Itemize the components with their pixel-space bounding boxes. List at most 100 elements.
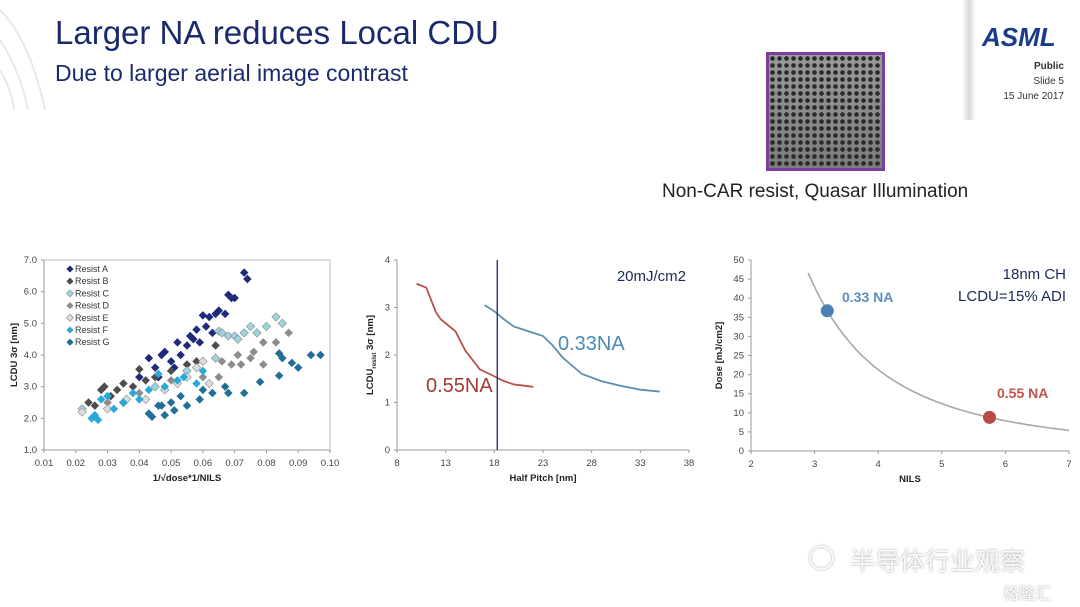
- y-tick-label: 5: [739, 427, 744, 438]
- scatter-point-resist-a: [176, 350, 185, 360]
- x-tick-label: 4: [876, 459, 881, 470]
- y-tick-label: 2: [385, 350, 390, 361]
- legend-marker: [66, 265, 74, 273]
- scatter-point-resist-e: [141, 394, 151, 405]
- scatter-point-resist-c: [277, 318, 288, 329]
- y-axis-label: LCDU 3σ [nm]: [9, 323, 20, 387]
- x-tick-label: 0.01: [35, 458, 54, 469]
- scatter-point-resist-d: [249, 347, 258, 357]
- scatter-point-resist-g: [293, 363, 303, 372]
- x-tick-label: 38: [684, 458, 695, 469]
- scatter-point-resist-g: [182, 401, 192, 410]
- y-tick-label: 4.0: [24, 350, 37, 361]
- scatter-point-resist-d: [246, 353, 255, 363]
- scatter-point-resist-a: [239, 268, 249, 277]
- scatter-point-resist-f: [96, 395, 106, 404]
- y-tick-label: 10: [733, 408, 744, 419]
- scatter-point-resist-g: [239, 388, 249, 398]
- scatter-point-resist-d: [271, 338, 281, 347]
- x-tick-label: 6: [1003, 459, 1008, 470]
- y-tick-label: 35: [733, 312, 744, 323]
- x-tick-label: 5: [939, 459, 944, 470]
- scatter-point-resist-b: [141, 376, 150, 385]
- scatter-point-resist-a: [230, 293, 239, 303]
- watermark-source: 格隆汇: [1003, 586, 1052, 603]
- marker-point: [820, 304, 834, 318]
- scatter-point-resist-g: [176, 391, 185, 401]
- scatter-point-resist-e: [191, 362, 202, 373]
- slide-subtitle: Due to larger aerial image contrast: [55, 60, 408, 86]
- y-tick-label: 40: [733, 293, 744, 304]
- scatter-point-resist-f: [103, 391, 112, 401]
- y-tick-label: 25: [733, 351, 744, 362]
- scatter-point-resist-e: [77, 407, 87, 417]
- scatter-point-resist-c: [223, 331, 233, 341]
- asml-logo: ASML: [982, 22, 1056, 52]
- x-tick-label: 0.10: [321, 458, 340, 469]
- y-tick-label: 7.0: [24, 255, 37, 266]
- scatter-point-resist-f: [128, 388, 138, 398]
- x-tick-label: 0.02: [67, 458, 86, 469]
- scatter-point-resist-d: [166, 376, 176, 385]
- scatter-point-resist-d: [284, 328, 293, 338]
- legend-label: Resist F: [75, 325, 109, 335]
- y-tick-label: 20: [733, 370, 744, 381]
- scatter-point-resist-a: [182, 341, 192, 350]
- y-tick-label: 1: [385, 398, 390, 409]
- x-tick-label: 33: [635, 458, 646, 469]
- scatter-point-resist-g: [157, 401, 166, 410]
- x-tick-label: 0.05: [162, 458, 181, 469]
- scatter-point-resist-d: [259, 338, 268, 347]
- y-label-main: LCDU: [365, 368, 376, 395]
- scatter-point-resist-c: [233, 334, 243, 344]
- scatter-point-resist-g: [170, 406, 179, 415]
- scatter-point-resist-g: [195, 395, 204, 404]
- scatter-point-resist-g: [287, 358, 297, 368]
- scatter-point-resist-f: [160, 382, 169, 391]
- scatter-point-resist-e: [102, 404, 113, 414]
- scatter-point-resist-c: [239, 328, 249, 338]
- y-axis-label: LCDUresist 3σ [nm]: [365, 315, 378, 395]
- scatter-point-resist-f: [93, 415, 103, 425]
- scatter-point-resist-g: [316, 350, 325, 360]
- scatter-point-resist-g: [160, 410, 169, 420]
- chart-annotation-line2: LCDU=15% ADI: [958, 288, 1066, 305]
- x-tick-label: 18: [489, 458, 500, 469]
- slide-date: 15 June 2017: [1003, 91, 1064, 102]
- marker-label-055na: 0.55 NA: [997, 385, 1048, 401]
- dose-nils-curve: [807, 272, 1070, 432]
- y-tick-label: 3.0: [24, 382, 37, 393]
- x-tick-label: 3: [812, 459, 817, 470]
- scatter-point-resist-d: [233, 350, 243, 360]
- scatter-point-resist-b: [119, 379, 128, 388]
- scatter-point-resist-g: [208, 388, 217, 398]
- y-tick-label: 2.0: [24, 413, 37, 424]
- scatter-point-resist-a: [198, 311, 208, 320]
- scatter-point-resist-g: [274, 371, 284, 380]
- y-tick-label: 45: [733, 274, 744, 285]
- x-tick-label: 0.03: [98, 458, 117, 469]
- scatter-point-resist-d: [227, 360, 236, 369]
- scatter-point-resist-f: [179, 372, 189, 382]
- scatter-point-resist-f: [173, 376, 182, 385]
- scatter-point-resist-g: [224, 388, 233, 398]
- scatter-point-resist-a: [208, 328, 217, 338]
- scatter-point-resist-d: [198, 372, 208, 382]
- y-tick-label: 0: [385, 445, 390, 456]
- scatter-point-resist-g: [306, 350, 316, 360]
- y-tick-label: 0: [739, 446, 744, 457]
- x-tick-label: 0.07: [225, 458, 244, 469]
- scatter-point-resist-b: [182, 360, 192, 369]
- line-series-0.33na: [484, 304, 660, 393]
- scatter-point-resist-a: [173, 338, 182, 347]
- scatter-point-resist-a: [201, 322, 211, 331]
- x-axis-label: 1/√dose*1/NILS: [153, 473, 222, 484]
- scatter-point-resist-a: [205, 312, 214, 322]
- scatter-point-resist-a: [144, 353, 154, 363]
- scatter-point-resist-a: [195, 338, 204, 347]
- scatter-point-resist-g: [220, 382, 230, 391]
- series-label-055na: 0.55NA: [426, 375, 493, 397]
- y-label-subscript: resist: [372, 353, 378, 369]
- x-tick-label: 23: [538, 458, 549, 469]
